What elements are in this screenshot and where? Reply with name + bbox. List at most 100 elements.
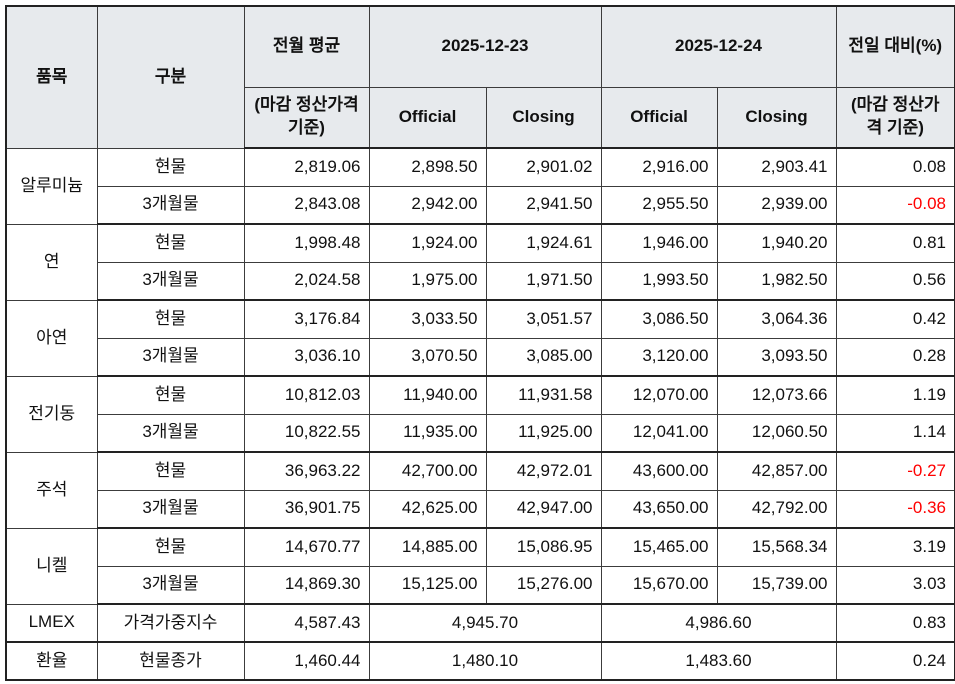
date1-merged-cell: 1,480.10	[368, 641, 602, 681]
date1-closing-cell: 2,941.50	[485, 185, 602, 225]
header-official-date2: Official	[600, 86, 718, 149]
header-date-2: 2025-12-24	[600, 5, 837, 88]
date1-official-cell: 2,898.50	[368, 147, 487, 187]
category-cell: 현물	[96, 451, 245, 491]
header-official-date1: Official	[368, 86, 487, 149]
date2-official-cell: 15,670.00	[600, 565, 718, 605]
date1-closing-cell: 15,086.95	[485, 527, 602, 567]
change-cell: 0.24	[835, 641, 955, 681]
category-cell: 3개월물	[96, 261, 245, 301]
date2-official-cell: 15,465.00	[600, 527, 718, 567]
category-cell: 현물	[96, 299, 245, 339]
category-cell: 현물	[96, 375, 245, 415]
date1-official-cell: 3,033.50	[368, 299, 487, 339]
date2-closing-cell: 15,568.34	[716, 527, 837, 567]
change-cell: 0.81	[835, 223, 955, 263]
prev-avg-cell: 2,819.06	[243, 147, 370, 187]
date2-closing-cell: 1,982.50	[716, 261, 837, 301]
category-cell: 3개월물	[96, 185, 245, 225]
metal-row: 3개월물 2,024.58 1,975.00 1,971.50 1,993.50 1,98…	[6, 261, 955, 301]
header-item: 품목	[5, 5, 98, 149]
date1-closing-cell: 15,276.00	[485, 565, 602, 605]
date2-merged-cell: 1,483.60	[600, 641, 837, 681]
header-date-1: 2025-12-23	[368, 5, 602, 88]
date2-closing-cell: 2,903.41	[716, 147, 837, 187]
category-cell: 3개월물	[96, 489, 245, 529]
date2-official-cell: 2,955.50	[600, 185, 718, 225]
header-closing-date2: Closing	[716, 86, 837, 149]
metal-row: 3개월물 36,901.75 42,625.00 42,947.00 43,650.00…	[6, 489, 955, 529]
metal-row: 주석 현물 36,963.22 42,700.00 42,972.01 43,600.00…	[5, 451, 955, 529]
change-cell: 0.42	[835, 299, 955, 339]
prev-avg-cell: 2,843.08	[243, 185, 370, 225]
date2-closing-cell: 42,792.00	[716, 489, 837, 529]
date1-closing-cell: 42,947.00	[485, 489, 602, 529]
date2-closing-cell: 12,060.50	[716, 413, 837, 453]
item-cell: 주석	[5, 451, 98, 529]
metal-row: 3개월물 3,036.10 3,070.50 3,085.00 3,120.00 3,09…	[6, 337, 955, 377]
date2-official-cell: 43,650.00	[600, 489, 718, 529]
date1-official-cell: 11,935.00	[368, 413, 487, 453]
metal-row: 3개월물 2,843.08 2,942.00 2,941.50 2,955.50 2,93…	[6, 185, 955, 225]
date1-official-cell: 42,700.00	[368, 451, 487, 491]
date1-closing-cell: 1,924.61	[485, 223, 602, 263]
change-cell: 0.28	[835, 337, 955, 377]
table-body: 알루미늄 현물 2,819.06 2,898.50 2,901.02 2,916.00 2,…	[5, 147, 955, 681]
date2-closing-cell: 2,939.00	[716, 185, 837, 225]
prev-avg-cell: 2,024.58	[243, 261, 370, 301]
item-cell: 환율	[5, 641, 98, 681]
change-cell: -0.36	[835, 489, 955, 529]
change-cell: 0.08	[835, 147, 955, 187]
prev-avg-cell: 3,176.84	[243, 299, 370, 339]
date1-merged-cell: 4,945.70	[368, 603, 602, 643]
prev-avg-cell: 10,822.55	[243, 413, 370, 453]
prev-avg-cell: 3,036.10	[243, 337, 370, 377]
header-change: 전일 대비(%)	[835, 5, 955, 88]
prev-avg-cell: 10,812.03	[243, 375, 370, 415]
date2-official-cell: 1,946.00	[600, 223, 718, 263]
date1-official-cell: 15,125.00	[368, 565, 487, 605]
change-cell: 3.03	[835, 565, 955, 605]
metal-row: 니켈 현물 14,670.77 14,885.00 15,086.95 15,465.00…	[5, 527, 955, 605]
date1-official-cell: 14,885.00	[368, 527, 487, 567]
change-cell: 3.19	[835, 527, 955, 567]
date1-closing-cell: 11,925.00	[485, 413, 602, 453]
change-cell: -0.27	[835, 451, 955, 491]
lme-price-table: 품목 구분 전월 평균 2025-12-23 2025-12-24 전일 대비(…	[5, 5, 955, 681]
date2-official-cell: 12,070.00	[600, 375, 718, 415]
date1-official-cell: 42,625.00	[368, 489, 487, 529]
item-cell: 알루미늄	[5, 147, 98, 225]
date1-closing-cell: 3,085.00	[485, 337, 602, 377]
item-cell: 아연	[5, 299, 98, 377]
date1-official-cell: 11,940.00	[368, 375, 487, 415]
date2-closing-cell: 15,739.00	[716, 565, 837, 605]
item-cell: 전기동	[5, 375, 98, 453]
prev-avg-cell: 1,460.44	[243, 641, 370, 681]
category-cell: 가격가중지수	[96, 603, 245, 643]
metal-row: 3개월물 10,822.55 11,935.00 11,925.00 12,041.00…	[6, 413, 955, 453]
category-cell: 3개월물	[96, 565, 245, 605]
table-header: 품목 구분 전월 평균 2025-12-23 2025-12-24 전일 대비(…	[5, 5, 955, 149]
date1-official-cell: 1,924.00	[368, 223, 487, 263]
item-cell: LMEX	[5, 603, 98, 643]
change-cell: 1.14	[835, 413, 955, 453]
change-cell: 0.83	[835, 603, 955, 643]
date2-official-cell: 3,120.00	[600, 337, 718, 377]
date2-official-cell: 3,086.50	[600, 299, 718, 339]
prev-avg-cell: 36,901.75	[243, 489, 370, 529]
date2-closing-cell: 42,857.00	[716, 451, 837, 491]
date2-closing-cell: 1,940.20	[716, 223, 837, 263]
change-cell: -0.08	[835, 185, 955, 225]
date2-official-cell: 2,916.00	[600, 147, 718, 187]
category-cell: 현물	[96, 527, 245, 567]
date1-official-cell: 2,942.00	[368, 185, 487, 225]
date2-official-cell: 1,993.50	[600, 261, 718, 301]
summary-row: 환율 현물종가 1,460.44 1,480.10 1,483.60 0.24	[5, 641, 955, 681]
header-category: 구분	[96, 5, 245, 149]
date2-closing-cell: 3,093.50	[716, 337, 837, 377]
header-closing-date1: Closing	[485, 86, 602, 149]
prev-avg-cell: 1,998.48	[243, 223, 370, 263]
item-cell: 연	[5, 223, 98, 301]
date2-official-cell: 43,600.00	[600, 451, 718, 491]
date1-official-cell: 3,070.50	[368, 337, 487, 377]
